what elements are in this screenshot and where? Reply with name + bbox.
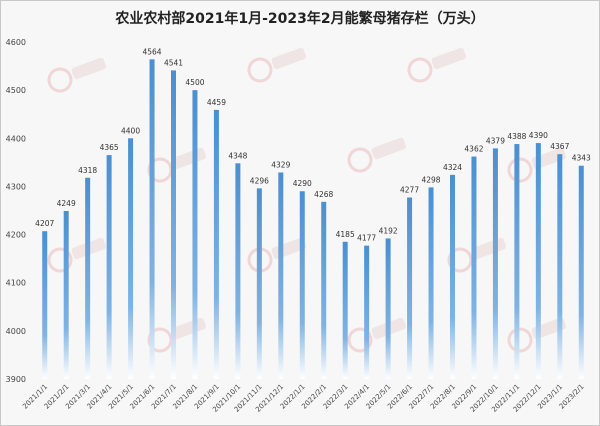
chart-title: 农业农村部2021年1月-2023年2月能繁母猪存栏（万头） xyxy=(115,11,485,27)
data-label: 4388 xyxy=(507,132,526,141)
y-tick-label: 4300 xyxy=(6,182,26,191)
data-label: 4318 xyxy=(78,166,97,175)
bar xyxy=(299,191,305,379)
data-label: 4207 xyxy=(35,219,54,228)
data-label: 4564 xyxy=(142,47,161,56)
data-label: 4348 xyxy=(228,151,247,160)
y-tick-label: 4100 xyxy=(6,279,26,288)
bar xyxy=(256,188,262,379)
watermark-layer xyxy=(47,47,566,353)
y-tick-label: 4500 xyxy=(6,86,26,95)
bar xyxy=(128,138,134,379)
bar xyxy=(42,231,48,379)
data-label: 4177 xyxy=(357,234,376,243)
y-axis: 3900 4000 4100 4200 4300 4400 4500 4600 xyxy=(6,38,26,384)
bars xyxy=(42,59,584,380)
data-label: 4390 xyxy=(529,131,548,140)
watermark-logo xyxy=(47,237,106,273)
bar xyxy=(514,144,520,379)
bar xyxy=(385,238,391,379)
data-label: 4296 xyxy=(250,176,269,185)
data-label: 4400 xyxy=(121,126,140,135)
y-tick-label: 4000 xyxy=(6,327,26,336)
bar xyxy=(364,245,370,379)
watermark-logo xyxy=(347,137,406,173)
bar xyxy=(192,90,198,380)
bar xyxy=(235,163,241,379)
data-label: 4324 xyxy=(443,163,462,172)
y-tick-label: 3900 xyxy=(6,375,26,384)
bar xyxy=(428,187,434,379)
data-label: 4500 xyxy=(185,78,204,87)
bar xyxy=(171,70,176,379)
bar xyxy=(213,109,219,379)
data-label: 4249 xyxy=(57,199,76,208)
bar xyxy=(63,210,69,379)
y-tick-label: 4600 xyxy=(6,38,26,47)
data-label: 4379 xyxy=(486,136,505,145)
bar xyxy=(450,174,455,379)
bar xyxy=(557,154,563,379)
bar xyxy=(492,148,498,379)
bar xyxy=(321,201,327,379)
data-label: 4290 xyxy=(293,179,312,188)
data-label: 4298 xyxy=(421,175,440,184)
bar xyxy=(342,241,348,379)
data-label: 4268 xyxy=(314,190,333,199)
watermark-logo xyxy=(347,317,406,353)
bar xyxy=(535,143,541,379)
watermark-logo xyxy=(247,47,306,83)
bar xyxy=(407,197,413,379)
watermark-logo xyxy=(247,237,306,273)
data-label: 4277 xyxy=(400,186,419,195)
y-tick-label: 4200 xyxy=(6,231,26,240)
watermark-logo xyxy=(447,237,506,273)
watermark-logo xyxy=(47,57,106,93)
data-label: 4329 xyxy=(271,160,290,169)
data-label: 4459 xyxy=(207,98,226,107)
bar xyxy=(578,165,584,379)
y-tick-label: 4400 xyxy=(6,134,26,143)
bar xyxy=(278,172,284,379)
watermark-logo xyxy=(407,47,466,83)
bar xyxy=(106,155,112,379)
watermark-logo xyxy=(147,317,206,353)
bar xyxy=(149,59,155,380)
x-axis-labels: 2021/1/12021/2/12021/3/12021/4/12021/5/1… xyxy=(21,383,585,414)
bar xyxy=(85,177,91,379)
data-label: 4541 xyxy=(164,58,183,67)
watermark-logo xyxy=(147,147,206,183)
data-label: 4192 xyxy=(379,226,398,235)
data-label: 4343 xyxy=(572,154,591,163)
data-label: 4367 xyxy=(550,142,569,151)
data-label: 4365 xyxy=(100,143,119,152)
data-label: 4362 xyxy=(464,145,483,154)
data-label: 4185 xyxy=(336,230,355,239)
bar xyxy=(471,156,477,379)
